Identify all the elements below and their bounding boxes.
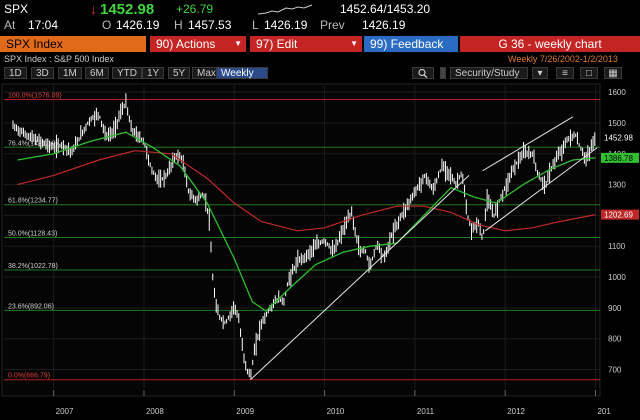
security-study-button[interactable]: Security/Study	[450, 67, 528, 79]
actions-menu[interactable]: 90) Actions ▼	[150, 36, 246, 52]
fibonacci-label: 61.8%(1234.77)	[8, 198, 58, 205]
security-description: SPX Index : S&P 500 Index	[4, 54, 114, 64]
feedback-button[interactable]: 99) Feedback	[364, 36, 458, 52]
properties-icon[interactable]: ≡	[556, 67, 574, 79]
fibonacci-label: 100.0%(1576.09)	[8, 93, 62, 100]
quote-header: SPX ↓ 1452.98 +26.79 1452.64/1453.20 At …	[0, 0, 640, 34]
y-tick-label: 1000	[608, 273, 626, 282]
last-price: 1452.98	[100, 1, 155, 18]
fibonacci-label: 23.6%(892.06)	[8, 303, 54, 310]
high-label: H	[174, 18, 183, 32]
sparkline-icon	[258, 4, 313, 15]
open-value: 1426.19	[116, 18, 160, 32]
period-3d-button[interactable]: 3D	[31, 67, 54, 79]
x-axis: 2007 2008 2009 2010 2011 2012 201	[53, 390, 611, 416]
price-tags: 1452.98 1386.78 1202.69	[601, 132, 639, 220]
edit-menu[interactable]: 97) Edit ▼	[250, 36, 362, 52]
dropdown-icon[interactable]: ▾	[532, 67, 548, 79]
y-tick-label: 1100	[608, 242, 626, 251]
frequency-dropdown[interactable]: Weekly ▼	[216, 67, 268, 91]
fibonacci-label: 38.2%(1022.78)	[8, 263, 58, 270]
green-ma-tag: 1386.78	[604, 154, 633, 163]
fibonacci-label: 76.4%(1421.10)	[8, 140, 58, 147]
x-tick-label: 2008	[146, 407, 164, 416]
chart-title: G 36 - weekly chart	[460, 36, 640, 52]
y-tick-label: 700	[608, 366, 622, 375]
security-field[interactable]: SPX Index	[0, 36, 146, 52]
price-chart[interactable]: 100.0%(1576.09) 76.4%(1421.10) 61.8%(1234.…	[0, 82, 640, 420]
separator	[440, 67, 446, 79]
down-arrow-icon: ↓	[90, 1, 97, 17]
actions-label: 90) Actions	[156, 37, 216, 51]
y-tick-label: 900	[608, 304, 622, 313]
x-tick-label: 2012	[507, 407, 525, 416]
function-bar: SPX Index 90) Actions ▼ 97) Edit ▼ 99) F…	[0, 35, 640, 53]
quote-time: 17:04	[28, 18, 59, 32]
fibonacci-levels: 100.0%(1576.09) 76.4%(1421.10) 61.8%(1234.…	[4, 93, 600, 381]
window-icon[interactable]: □	[580, 67, 598, 79]
prev-label: Prev	[320, 18, 345, 32]
period-toolbar: 1D 3D 1M 6M YTD 1Y 5Y Max Weekly ▼ Secur…	[0, 66, 640, 91]
y-tick-label: 800	[608, 335, 622, 344]
last-price-tag: 1452.98	[604, 133, 633, 142]
trend-line	[482, 116, 574, 172]
fibonacci-label: 50.0%(1128.43)	[8, 230, 57, 237]
magnifier-icon	[418, 68, 428, 79]
dropdown-icon: ▼	[234, 39, 242, 48]
edit-label: 97) Edit	[256, 37, 298, 51]
trend-lines	[250, 116, 598, 381]
settings-icon[interactable]: ▦	[604, 67, 622, 79]
x-tick-label: 2010	[327, 407, 345, 416]
bid-ask: 1452.64/1453.20	[340, 2, 431, 16]
ticker: SPX	[4, 2, 29, 16]
trend-line	[485, 147, 598, 232]
red-ma-tag: 1202.69	[604, 211, 633, 220]
security-description-bar: SPX Index : S&P 500 Index Weekly 7/26/20…	[0, 54, 640, 66]
x-tick-label: 201	[597, 407, 611, 416]
y-tick-label: 1300	[608, 181, 626, 190]
period-1y-button[interactable]: 1Y	[142, 67, 165, 79]
period-1d-button[interactable]: 1D	[4, 67, 27, 79]
moving-average-red	[17, 150, 596, 232]
low-value: 1426.19	[264, 18, 308, 32]
trend-line	[250, 175, 470, 381]
period-6m-button[interactable]: 6M	[85, 67, 109, 79]
chart-series	[12, 93, 596, 380]
dropdown-icon: ▼	[350, 39, 358, 48]
fibonacci-label: 0.0%(666.79)	[8, 373, 50, 380]
x-tick-label: 2007	[56, 407, 74, 416]
open-label: O	[102, 18, 112, 32]
prev-value: 1426.19	[362, 18, 406, 32]
zoom-button[interactable]	[412, 67, 434, 79]
red-ma-tag-bg	[601, 209, 639, 220]
price-change: +26.79	[176, 2, 214, 16]
last-price-tag-bg	[601, 132, 639, 143]
period-1m-button[interactable]: 1M	[58, 67, 82, 79]
period-ytd-button[interactable]: YTD	[112, 67, 142, 79]
green-ma-tag-bg	[601, 152, 639, 163]
at-label: At	[4, 18, 16, 32]
x-tick-label: 2009	[236, 407, 254, 416]
high-value: 1457.53	[188, 18, 232, 32]
moving-average-green	[17, 131, 596, 312]
y-tick-label: 1600	[608, 88, 626, 97]
y-tick-label: 1500	[608, 119, 626, 128]
period-5y-button[interactable]: 5Y	[168, 67, 191, 79]
x-tick-label: 2011	[417, 407, 435, 416]
low-label: L	[252, 18, 259, 32]
date-range: Weekly 7/26/2002-1/2/2013	[508, 54, 618, 64]
